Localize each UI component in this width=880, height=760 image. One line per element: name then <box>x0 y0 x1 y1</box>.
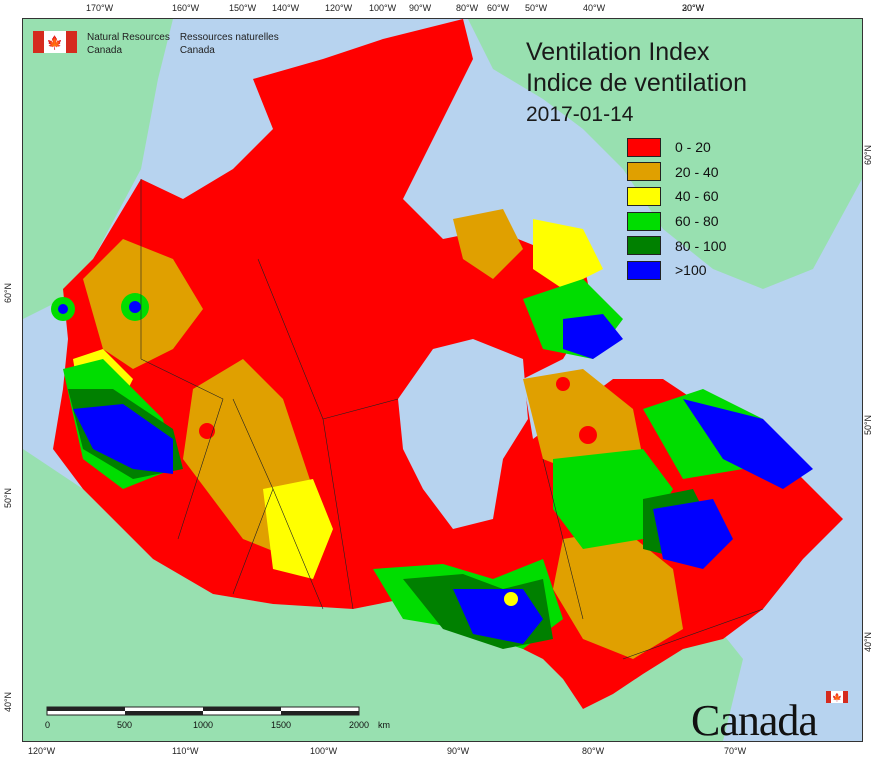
canada-wordmark: Canada 🍁 <box>691 689 851 742</box>
scale-label-500: 500 <box>117 720 133 730</box>
zone-20-40-quebec-north <box>523 369 643 479</box>
legend: 0 - 20 20 - 40 40 - 60 60 - 80 80 - 100 >100 <box>627 135 726 283</box>
graticule-label-top: 140°W <box>272 3 300 13</box>
graticule-label-right: 60°N <box>863 144 874 166</box>
zone-40-60-manitoba <box>263 479 333 579</box>
scale-bar-graphic <box>46 706 360 716</box>
graticule-label-bottom: 80°W <box>582 746 605 756</box>
scale-label-1000: 1000 <box>193 720 214 730</box>
agency-signature: 🍁 Natural Resources Canada Ressources na… <box>33 31 279 57</box>
title-english: Ventilation Index <box>526 38 710 66</box>
agency-en-line2: Canada <box>87 45 123 56</box>
canada-wordmark-text: Canada <box>691 696 818 742</box>
graticule-label-left: 40°N <box>3 691 14 713</box>
legend-swatch <box>627 236 661 256</box>
agency-en-line1: Natural Resources <box>87 32 170 43</box>
graticule-label-top: 80°W <box>456 3 479 13</box>
greenland-land <box>468 19 862 289</box>
scale-label-0: 0 <box>45 720 51 730</box>
hotspot-prairie-red <box>199 423 215 439</box>
wordmark-flag-icon: 🍁 <box>826 691 848 703</box>
graticule-label-top: 30°W <box>682 3 705 13</box>
graticule-label-top: 120°W <box>325 3 353 13</box>
hotspot-ontario-yellow <box>504 592 518 606</box>
legend-label: 0 - 20 <box>675 139 711 156</box>
legend-row: 20 - 40 <box>627 160 726 185</box>
graticule-label-right: 40°N <box>863 631 874 653</box>
legend-label: 20 - 40 <box>675 163 719 180</box>
graticule-label-top: 160°W <box>172 3 200 13</box>
legend-label: 40 - 60 <box>675 188 719 205</box>
zone-40-60-labrador <box>533 219 603 289</box>
zone-over-100-labrador <box>683 399 813 489</box>
legend-row: 0 - 20 <box>627 135 726 160</box>
hotspot-quebec-red-1 <box>579 426 597 444</box>
hudson-bay <box>398 339 528 529</box>
hotspot-yukon-inner <box>129 301 141 313</box>
graticule-label-top: 150°W <box>229 3 257 13</box>
legend-label: >100 <box>675 262 707 279</box>
graticule-label-top: 100°W <box>369 3 397 13</box>
hotspot-alaska-inner <box>58 304 68 314</box>
map-date: 2017-01-14 <box>526 103 634 126</box>
legend-row: 40 - 60 <box>627 184 726 209</box>
provincial-boundaries <box>140 179 764 660</box>
legend-row: >100 <box>627 258 726 283</box>
graticule-label-bottom: 90°W <box>447 746 470 756</box>
agency-french: Ressources naturelles Canada <box>180 31 279 57</box>
agency-fr-line1: Ressources naturelles <box>179 32 279 43</box>
zone-20-40-quebec-south <box>553 529 683 659</box>
title-french: Indice de ventilation <box>526 69 747 97</box>
zone-over-100-bc <box>73 404 173 474</box>
zone-over-100-baffin <box>563 314 623 359</box>
scale-label-2000: 2000 <box>349 720 370 730</box>
agency-fr-line2: Canada <box>179 45 215 56</box>
map-title: Ventilation Index Indice de ventilation … <box>526 37 747 130</box>
hotspot-quebec-red-2 <box>556 377 570 391</box>
ventilation-map[interactable] <box>23 19 862 741</box>
scale-unit: km <box>378 720 390 730</box>
alaska-land <box>23 19 173 319</box>
map-frame[interactable]: 🍁 Natural Resources Canada Ressources na… <box>22 18 863 742</box>
graticule-label-bottom: 70°W <box>724 746 747 756</box>
legend-label: 60 - 80 <box>675 213 719 230</box>
graticule-label-top: 170°W <box>86 3 114 13</box>
legend-swatch <box>627 211 661 231</box>
legend-label: 80 - 100 <box>675 237 727 254</box>
graticule-label-bottom: 110°W <box>172 746 199 756</box>
zone-over-100-ontario <box>453 589 543 644</box>
graticule-label-left: 50°N <box>3 487 14 509</box>
scale-bar: 0 500 1000 1500 2000 km <box>45 705 390 730</box>
graticule-label-right: 50°N <box>863 414 874 436</box>
zone-over-100-quebec <box>653 499 733 569</box>
graticule-label-top: 50°W <box>525 3 548 13</box>
legend-swatch <box>627 186 661 206</box>
graticule-label-bottom: 120°W <box>28 746 56 756</box>
zone-20-40-arctic <box>453 209 523 279</box>
graticule-label-top: 90°W <box>409 3 432 13</box>
graticule-label-top: 40°W <box>583 3 606 13</box>
legend-swatch <box>627 260 661 280</box>
agency-english: Natural Resources Canada <box>87 31 170 57</box>
graticule-label-bottom: 100°W <box>310 746 338 756</box>
usa-land <box>23 449 743 741</box>
graticule-label-top: 20°W <box>682 3 705 13</box>
legend-row: 80 - 100 <box>627 233 726 258</box>
graticule-label-left: 60°N <box>3 282 14 304</box>
canada-flag-icon: 🍁 <box>33 31 77 53</box>
legend-row: 60 - 80 <box>627 209 726 234</box>
legend-swatch <box>627 137 661 157</box>
graticule-label-top: 60°W <box>487 3 510 13</box>
scale-label-1500: 1500 <box>271 720 292 730</box>
legend-swatch <box>627 162 661 182</box>
